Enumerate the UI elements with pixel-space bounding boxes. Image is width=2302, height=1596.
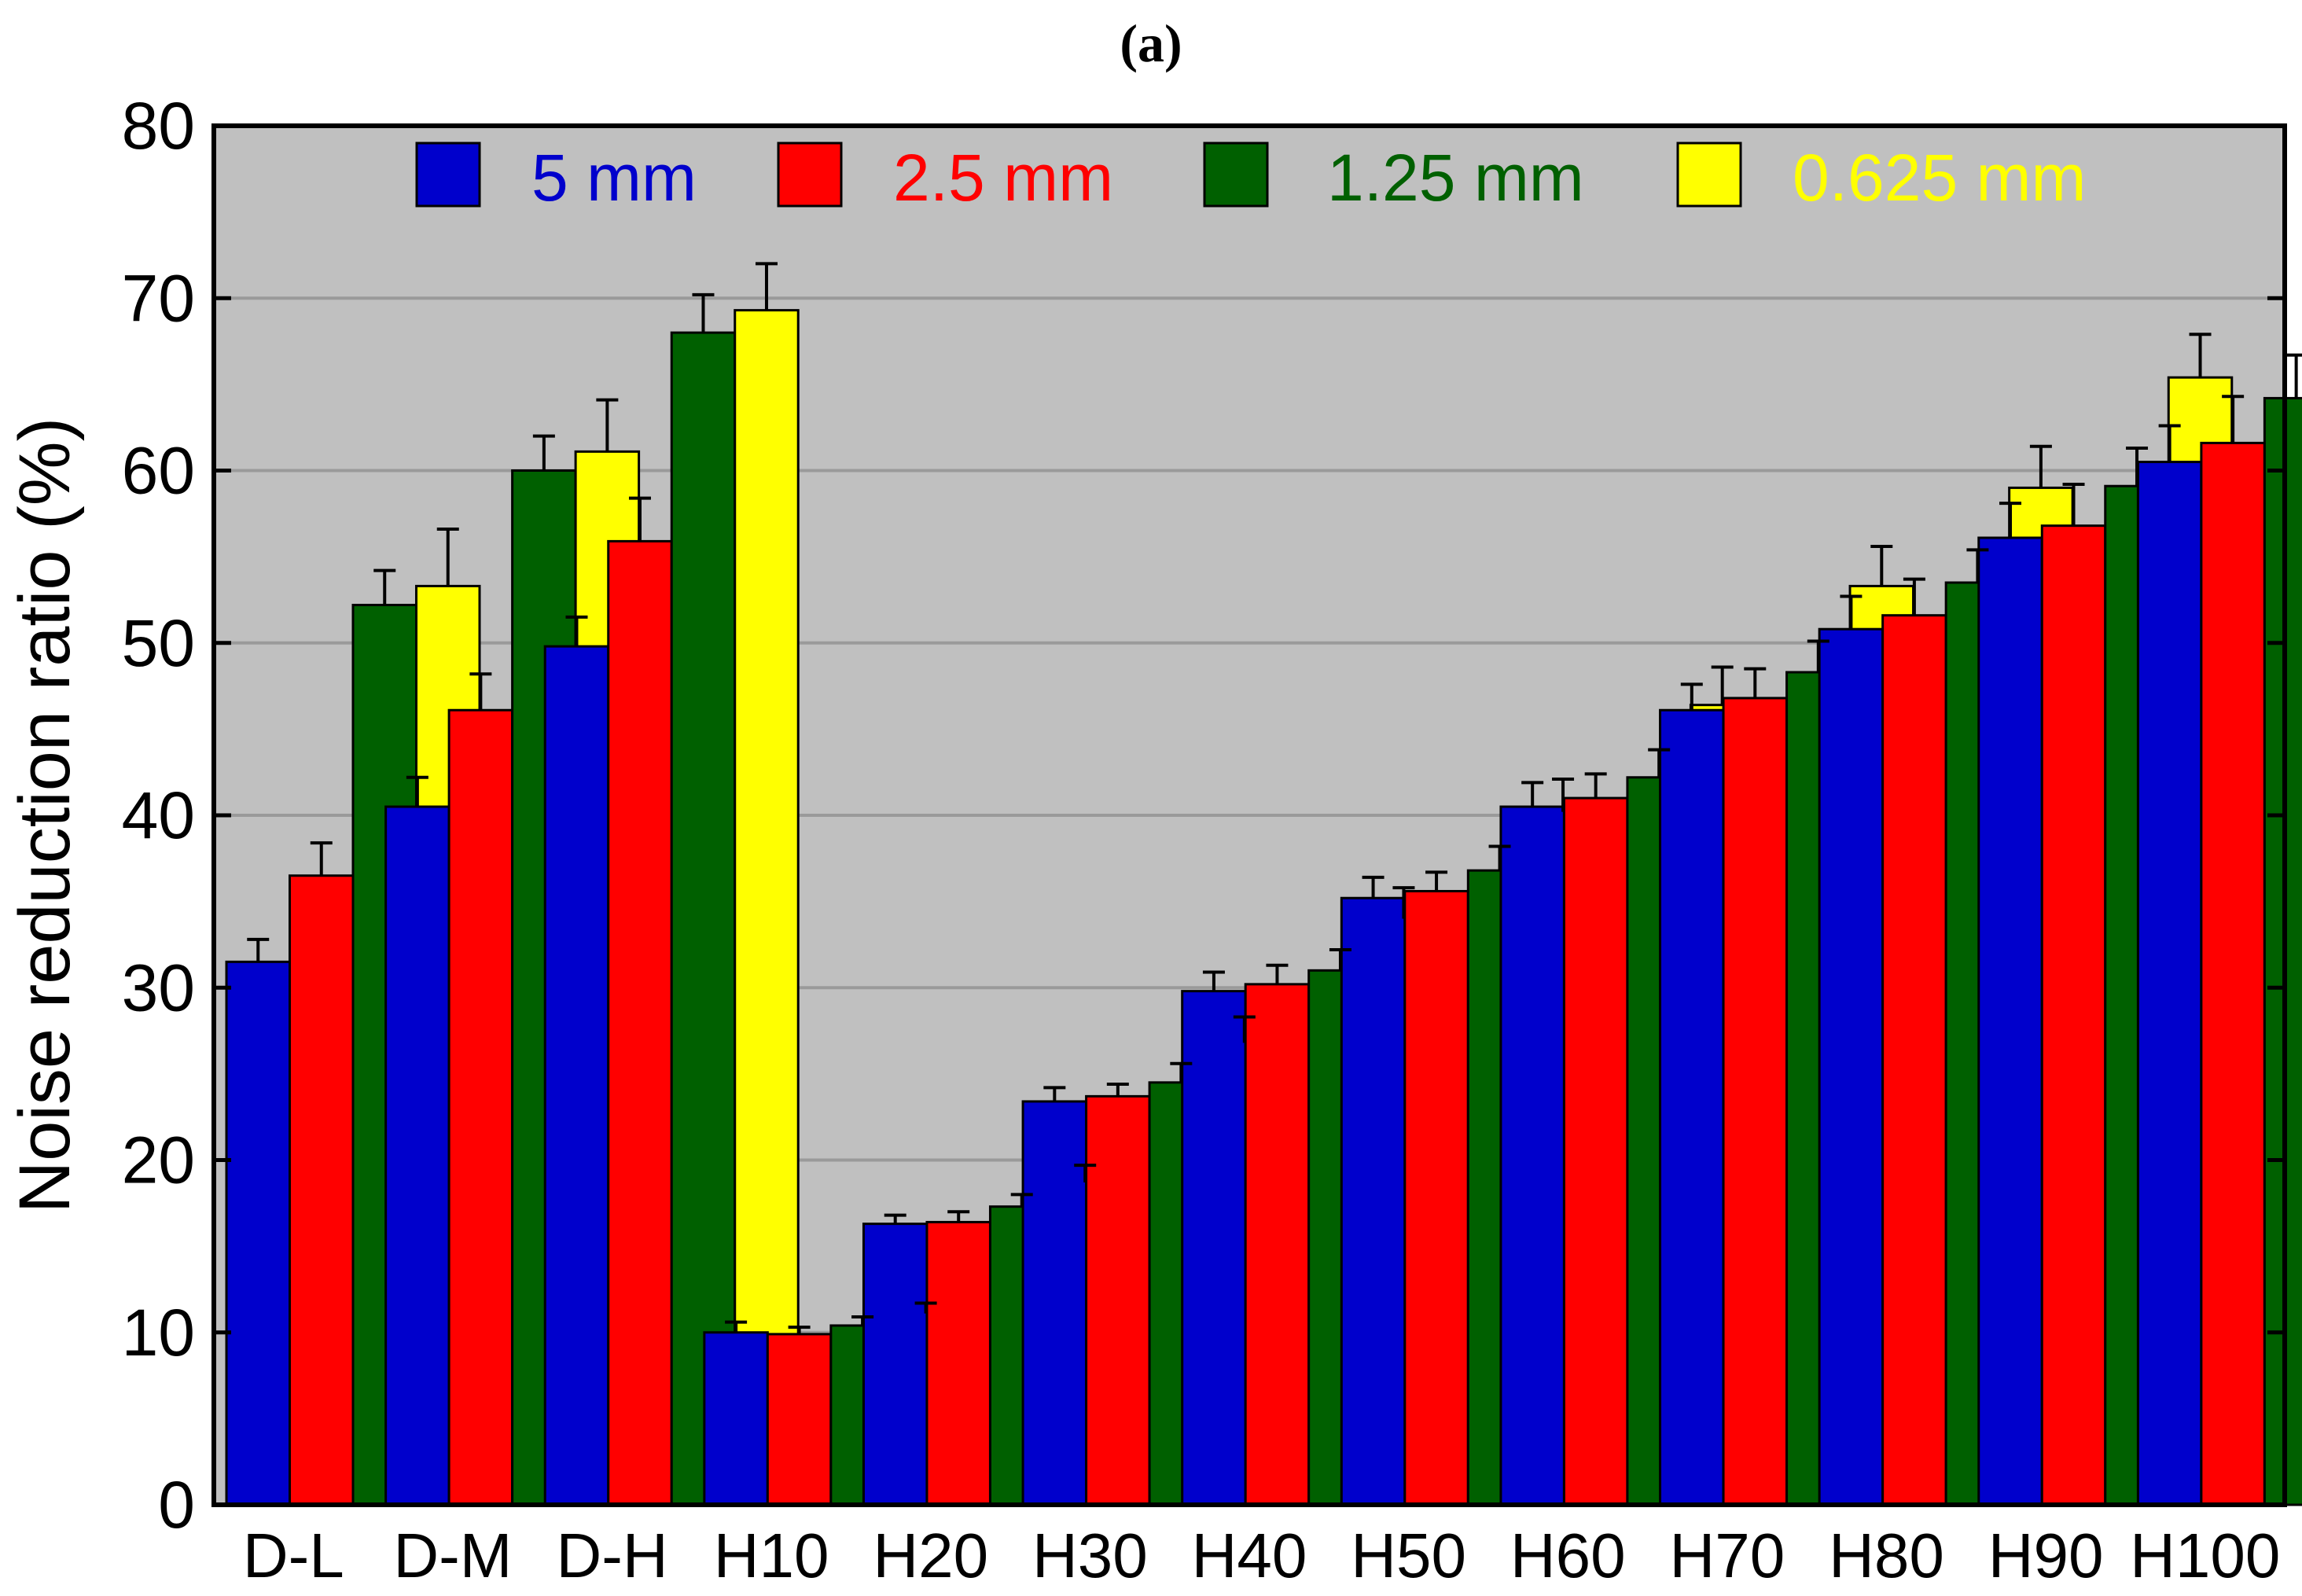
x-tick-label: D-M (393, 1521, 512, 1590)
legend-label: 2.5 mm (893, 141, 1113, 215)
bar (1403, 889, 1469, 1506)
x-tick-label: H10 (714, 1521, 829, 1590)
bar (1021, 1100, 1088, 1506)
legend-label: 1.25 mm (1327, 141, 1584, 215)
legend-label: 5 mm (531, 141, 697, 215)
x-tick-label: H20 (873, 1521, 988, 1590)
x-tick-label: H80 (1829, 1521, 1944, 1590)
bar (1181, 990, 1247, 1506)
x-tick-label: H100 (2130, 1521, 2280, 1590)
bar (225, 960, 291, 1506)
bar (384, 805, 450, 1506)
error-bars (247, 262, 2302, 1334)
bar (1085, 1094, 1151, 1506)
bar (925, 1220, 991, 1506)
bar (1881, 614, 1947, 1506)
x-tick-label: D-H (556, 1521, 667, 1590)
y-tick-label: 10 (122, 1296, 195, 1370)
bar (543, 645, 610, 1506)
bar (2136, 461, 2203, 1506)
y-tick-label: 0 (158, 1468, 195, 1542)
y-tick-label: 30 (122, 951, 195, 1024)
bar (862, 1223, 929, 1506)
bar (703, 1331, 769, 1506)
legend-swatch (1676, 142, 1742, 208)
bar (1818, 627, 1885, 1506)
legend-label: 0.625 mm (1793, 141, 2087, 215)
bar (607, 539, 673, 1506)
x-tick-label: H40 (1192, 1521, 1307, 1590)
y-tick-label: 60 (122, 434, 195, 508)
y-tick-label: 20 (122, 1123, 195, 1197)
bar-series (225, 309, 2302, 1506)
x-tick-label: H30 (1032, 1521, 1148, 1590)
y-tick-label: 70 (122, 261, 195, 335)
bar (1659, 708, 1725, 1506)
x-tick-label: H90 (1988, 1521, 2104, 1590)
y-tick-label: 50 (122, 606, 195, 680)
bar (1562, 796, 1629, 1506)
bar (1244, 983, 1311, 1506)
bar (2040, 524, 2107, 1506)
bar (1722, 697, 1789, 1506)
y-axis: 0 10 20 30 40 50 60 70 80 (122, 89, 2285, 1542)
y-tick-label: 80 (122, 89, 195, 163)
bar (734, 309, 800, 1506)
legend-swatch (777, 142, 843, 208)
bar (1340, 896, 1407, 1506)
x-tick-label: H70 (1669, 1521, 1785, 1590)
panel-label: (a) (1120, 13, 1182, 73)
bar (289, 874, 355, 1506)
x-tick-label: D-L (243, 1521, 344, 1590)
legend: 5 mm 2.5 mm 1.25 mm 0.625 mm (415, 141, 2087, 215)
bar (670, 331, 737, 1506)
y-axis-title: Noise reduction ratio (%) (5, 417, 85, 1213)
legend-swatch (415, 142, 481, 208)
bar (2200, 441, 2266, 1506)
y-tick-label: 40 (122, 778, 195, 852)
x-tick-label: H60 (1510, 1521, 1626, 1590)
bar (447, 708, 514, 1506)
bar (1499, 805, 1565, 1506)
x-axis: D-L D-M D-H H10 H20 H30 H40 H50 H60 H70 H80 H90 H100 (243, 1521, 2280, 1590)
bar (766, 1333, 833, 1506)
bar (1977, 536, 2043, 1506)
legend-swatch (1203, 142, 1269, 208)
x-tick-label: H50 (1351, 1521, 1466, 1590)
